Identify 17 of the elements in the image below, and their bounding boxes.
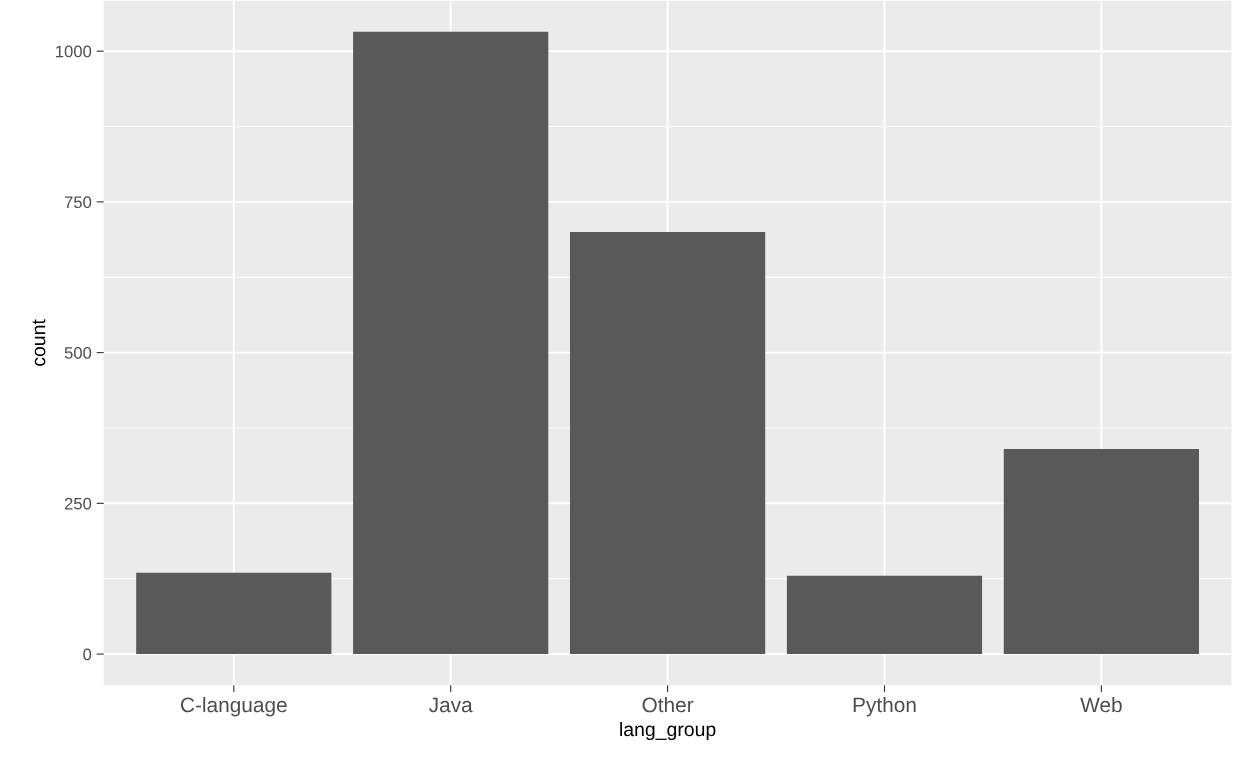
y-tick-label: 250	[64, 497, 92, 510]
x-tick-label: C-language	[181, 696, 287, 717]
y-tick-label: 0	[83, 648, 92, 661]
x-axis-title: lang_group	[620, 721, 716, 741]
y-tick-label: 500	[64, 347, 92, 359]
bar	[786, 575, 983, 655]
bar	[353, 31, 549, 655]
y-tick-label: 1000	[56, 45, 92, 58]
bar	[1003, 449, 1199, 655]
x-tick-label: Web	[1080, 696, 1122, 713]
x-tick-label: Python	[853, 696, 916, 717]
x-tick-label: Java	[429, 697, 473, 713]
x-tick-label: Other	[642, 696, 694, 713]
y-tick-label: 750	[64, 196, 92, 209]
bar	[569, 232, 766, 655]
bar	[136, 572, 332, 655]
y-axis-title: count	[32, 319, 46, 366]
